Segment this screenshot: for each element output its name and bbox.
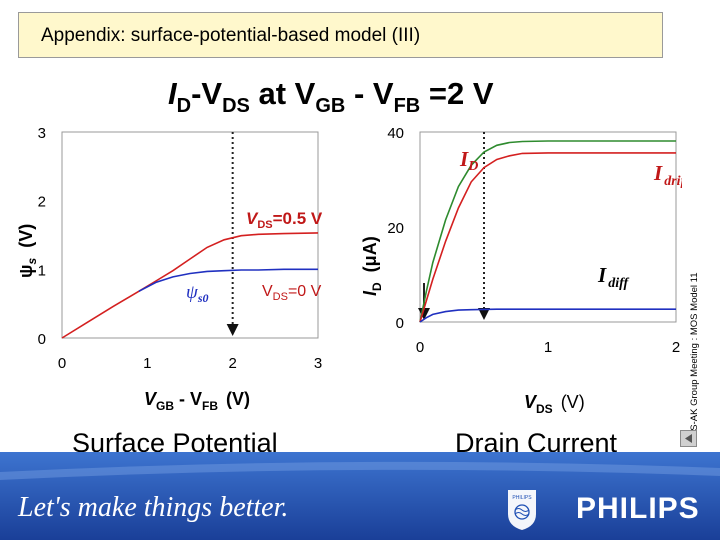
annotation-vds-0v: VDS=0 V: [262, 283, 322, 303]
footer-wave: [0, 461, 720, 480]
annotation-vds-0.5v: VDS=0.5 V: [246, 209, 323, 231]
footer-slogan: Let's make things better.: [17, 492, 288, 523]
y-tick-label: 3: [38, 125, 46, 142]
back-arrow-icon: [685, 434, 692, 443]
x-tick-label: 2: [672, 339, 680, 356]
svg-text:PHILIPS: PHILIPS: [512, 495, 532, 501]
philips-wordmark: PHILIPS: [576, 492, 700, 525]
x-tick-label: 1: [143, 355, 151, 372]
origin-marker-arrow: [418, 308, 430, 320]
footer-band: Let's make things better. PHILIPS PHILIP…: [0, 452, 720, 540]
slide-title: Appendix: surface-potential-based model …: [41, 25, 421, 46]
y-tick-label: 20: [387, 220, 404, 237]
drain-current-plot-area: [419, 131, 677, 323]
curve-idrift: [419, 152, 676, 323]
slide-headline: ID-VDS at VGB - VFB =2 V: [168, 76, 494, 117]
headline-text: ID-VDS at VGB - VFB =2 V: [168, 76, 494, 117]
y-axis-label-psi-s: ψs(V): [16, 224, 39, 278]
y-tick-label: 40: [387, 125, 404, 142]
y-axis-label-id: ID(μA): [360, 236, 384, 296]
y-tick-label: 0: [38, 331, 46, 348]
x-tick-label: 0: [416, 339, 424, 356]
vds-marker-arrow: [478, 308, 490, 320]
x-axis-label-vgb: VGB - VFB (V): [144, 389, 250, 413]
curve-vds-0v: [138, 268, 318, 293]
previous-slide-button[interactable]: [680, 430, 697, 447]
curve-id: [419, 140, 676, 323]
annotation-id: ID: [459, 147, 478, 174]
side-note-text: MOS-AK Group Meeting : MOS Model 11: [689, 272, 700, 446]
meeting-side-note: MOS-AK Group Meeting : MOS Model 11: [689, 272, 700, 446]
vgb-marker-arrow: [226, 324, 239, 336]
slide-title-box: Appendix: surface-potential-based model …: [18, 12, 663, 58]
x-tick-label: 2: [228, 355, 236, 372]
y-tick-label: 2: [38, 194, 46, 211]
annotation-psi-s0: ψs0: [186, 282, 208, 305]
annotation-idrift: Idrift: [653, 161, 682, 189]
y-tick-label: 0: [396, 315, 404, 332]
x-tick-label: 1: [544, 339, 552, 356]
philips-shield-icon: PHILIPS: [508, 490, 536, 530]
x-axis-label-vds: VDS (V): [524, 392, 585, 416]
surface-potential-plot-area: [61, 131, 319, 339]
x-tick-label: 3: [314, 355, 322, 372]
curve-vds-0.5v: [61, 232, 319, 339]
y-tick-label: 1: [38, 262, 46, 279]
surface-potential-chart: 0 1 2 3 0 1 2 3 VDS=0.5 V VDS=0 V ψs0 VGB - VF…: [16, 125, 323, 413]
x-tick-label: 0: [58, 355, 66, 372]
curve-idiff: [419, 308, 676, 323]
